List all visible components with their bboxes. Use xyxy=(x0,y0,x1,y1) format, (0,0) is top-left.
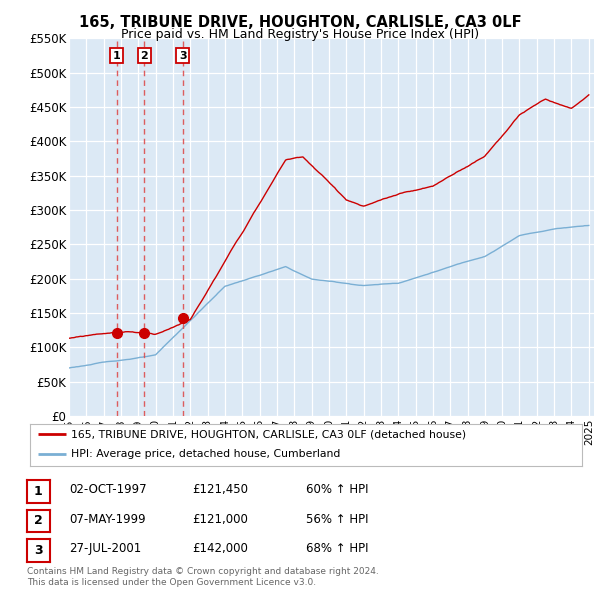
Text: 2: 2 xyxy=(140,51,148,61)
Text: Price paid vs. HM Land Registry's House Price Index (HPI): Price paid vs. HM Land Registry's House … xyxy=(121,28,479,41)
Text: 165, TRIBUNE DRIVE, HOUGHTON, CARLISLE, CA3 0LF: 165, TRIBUNE DRIVE, HOUGHTON, CARLISLE, … xyxy=(79,15,521,30)
Text: 02-OCT-1997: 02-OCT-1997 xyxy=(69,483,146,496)
Text: 27-JUL-2001: 27-JUL-2001 xyxy=(69,542,141,555)
Text: £121,000: £121,000 xyxy=(192,513,248,526)
Text: £142,000: £142,000 xyxy=(192,542,248,555)
Text: 56% ↑ HPI: 56% ↑ HPI xyxy=(306,513,368,526)
Text: 165, TRIBUNE DRIVE, HOUGHTON, CARLISLE, CA3 0LF (detached house): 165, TRIBUNE DRIVE, HOUGHTON, CARLISLE, … xyxy=(71,430,467,439)
Text: 1: 1 xyxy=(113,51,121,61)
Text: 2: 2 xyxy=(34,514,43,527)
Text: £121,450: £121,450 xyxy=(192,483,248,496)
Text: This data is licensed under the Open Government Licence v3.0.: This data is licensed under the Open Gov… xyxy=(27,578,316,588)
Text: 68% ↑ HPI: 68% ↑ HPI xyxy=(306,542,368,555)
Text: 60% ↑ HPI: 60% ↑ HPI xyxy=(306,483,368,496)
Text: 07-MAY-1999: 07-MAY-1999 xyxy=(69,513,146,526)
Text: Contains HM Land Registry data © Crown copyright and database right 2024.: Contains HM Land Registry data © Crown c… xyxy=(27,566,379,576)
Text: HPI: Average price, detached house, Cumberland: HPI: Average price, detached house, Cumb… xyxy=(71,449,341,459)
Text: 1: 1 xyxy=(34,485,43,498)
Text: 3: 3 xyxy=(179,51,187,61)
Text: 3: 3 xyxy=(34,544,43,557)
